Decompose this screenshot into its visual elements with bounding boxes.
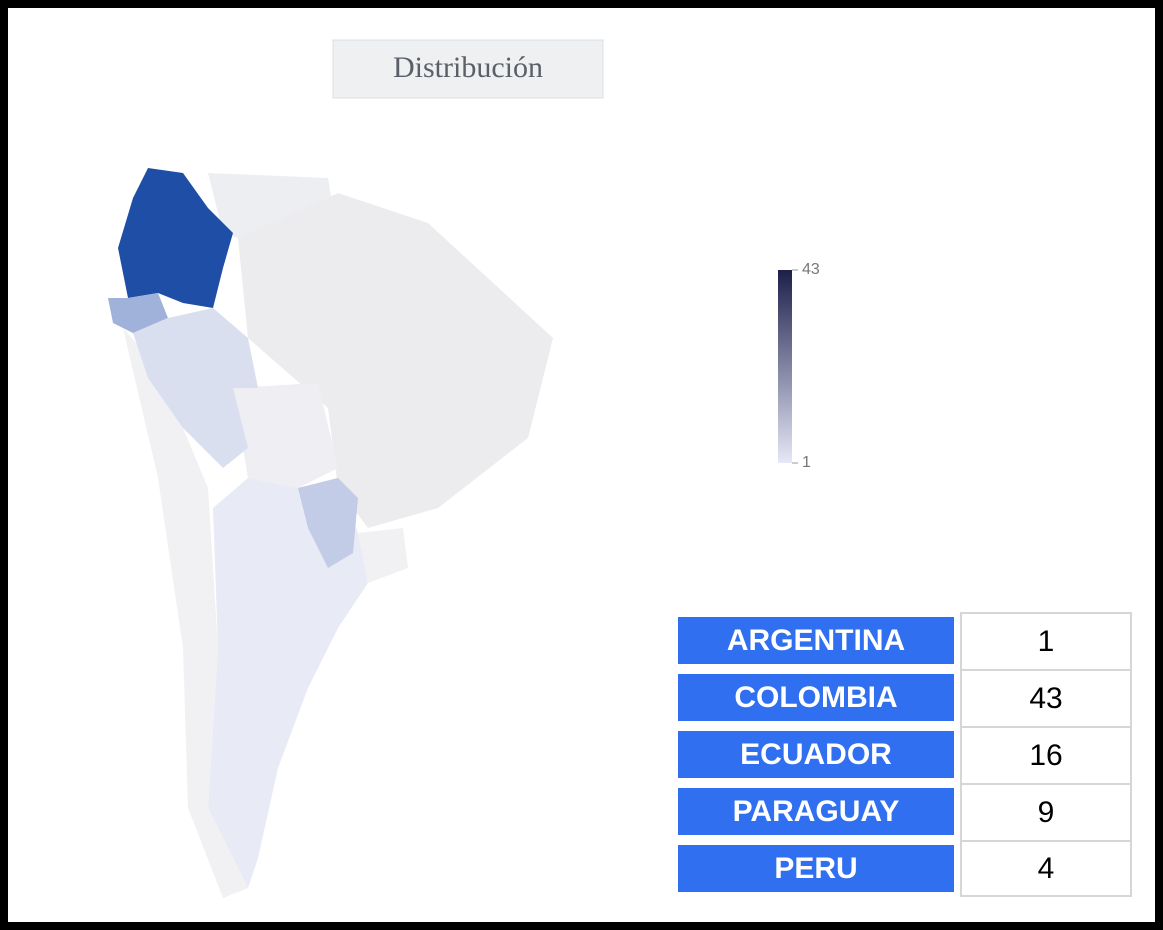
legend-tick-label: 1 (802, 454, 811, 471)
country-cell: ECUADOR (678, 731, 954, 778)
table-row: ECUADOR 16 (672, 726, 1132, 783)
table-row: COLOMBIA 43 (672, 669, 1132, 726)
brazil (238, 193, 553, 528)
country-region (118, 168, 233, 308)
data-table: ARGENTINA 1 COLOMBIA 43 ECUADOR 16 PARAGUAY 9 PE… (672, 612, 1132, 897)
value-cell: 9 (960, 783, 1132, 840)
uruguay (358, 528, 408, 583)
country-cell: PARAGUAY (678, 788, 954, 835)
map-title: Distribución (393, 51, 543, 84)
value-cell: 16 (960, 726, 1132, 783)
country-cell: ARGENTINA (678, 617, 954, 664)
table-row: PERU 4 (672, 840, 1132, 897)
country-cell: COLOMBIA (678, 674, 954, 721)
value-cell: 43 (960, 669, 1132, 726)
map-view: Distribución 43 1 (108, 39, 820, 898)
country-region (208, 478, 368, 888)
country-region (133, 308, 258, 468)
chile (123, 328, 248, 898)
value-cell: 4 (960, 840, 1132, 897)
table-row: ARGENTINA 1 (672, 612, 1132, 669)
country-region (298, 478, 358, 568)
country-cell: PERU (678, 845, 954, 892)
bolivia (233, 383, 338, 488)
legend-tick-label: 43 (802, 261, 820, 278)
value-cell: 1 (960, 612, 1132, 669)
table-row: PARAGUAY 9 (672, 783, 1132, 840)
country-region (108, 293, 168, 333)
title-box (332, 39, 604, 99)
legend-bar (778, 270, 792, 463)
